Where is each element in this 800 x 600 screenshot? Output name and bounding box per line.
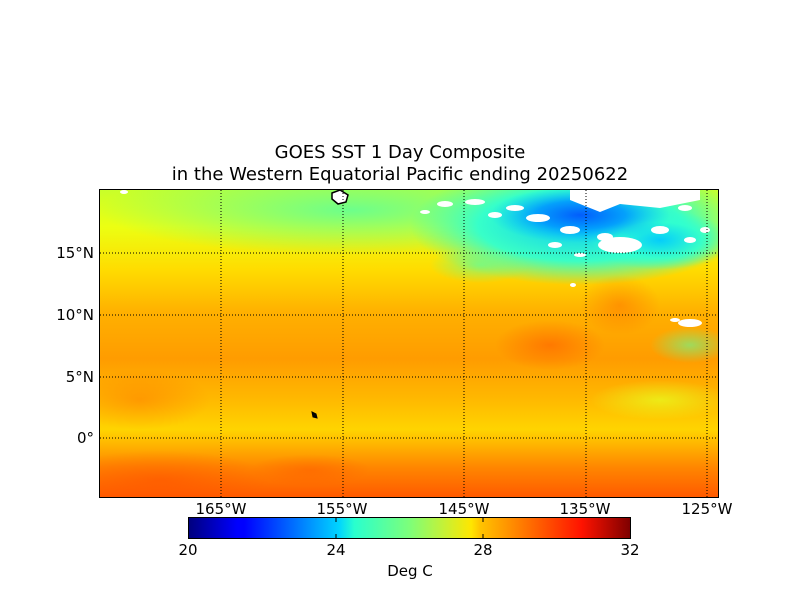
warm-water-region: [100, 450, 270, 497]
island-hawaii: [331, 190, 349, 205]
lat-label-0: 0°: [76, 429, 94, 447]
lat-label-10n: 10°N: [56, 306, 94, 324]
no-data-cloud-mask: [120, 190, 710, 327]
lon-label-165w: 165°W: [195, 500, 247, 518]
lon-label-155w: 155°W: [316, 500, 368, 518]
colorbar-gradient: [189, 518, 630, 538]
island-palmyra: [311, 411, 318, 419]
mild-water-region: [590, 380, 718, 420]
lat-label-15n: 15°N: [56, 244, 94, 262]
colorbar-tick-label: 20: [178, 541, 198, 559]
lon-label-145w: 145°W: [438, 500, 490, 518]
map-title-line-2: in the Western Equatorial Pacific ending…: [171, 164, 629, 185]
colorbar-tick-label: 24: [326, 541, 346, 559]
colorbar-tick-label: 28: [473, 541, 493, 559]
colorbar-label: Deg C: [387, 562, 433, 580]
colorbar-tick-label: 32: [620, 541, 640, 559]
colorbar: [188, 517, 631, 539]
lat-label-5n: 5°N: [65, 368, 94, 386]
warm-water-region: [580, 275, 660, 335]
lon-label-125w: 125°W: [681, 500, 733, 518]
lon-label-135w: 135°W: [559, 500, 611, 518]
cool-water-region: [430, 247, 530, 283]
map-graticule: [100, 190, 718, 497]
map-title-line-1: GOES SST 1 Day Composite: [274, 142, 526, 163]
sst-map-panel: [99, 189, 719, 498]
warm-water-region: [250, 454, 370, 486]
warm-water-region: [495, 320, 605, 370]
cool-water-region: [650, 327, 718, 363]
warm-water-region: [100, 370, 210, 430]
sst-map-canvas: [100, 190, 718, 497]
